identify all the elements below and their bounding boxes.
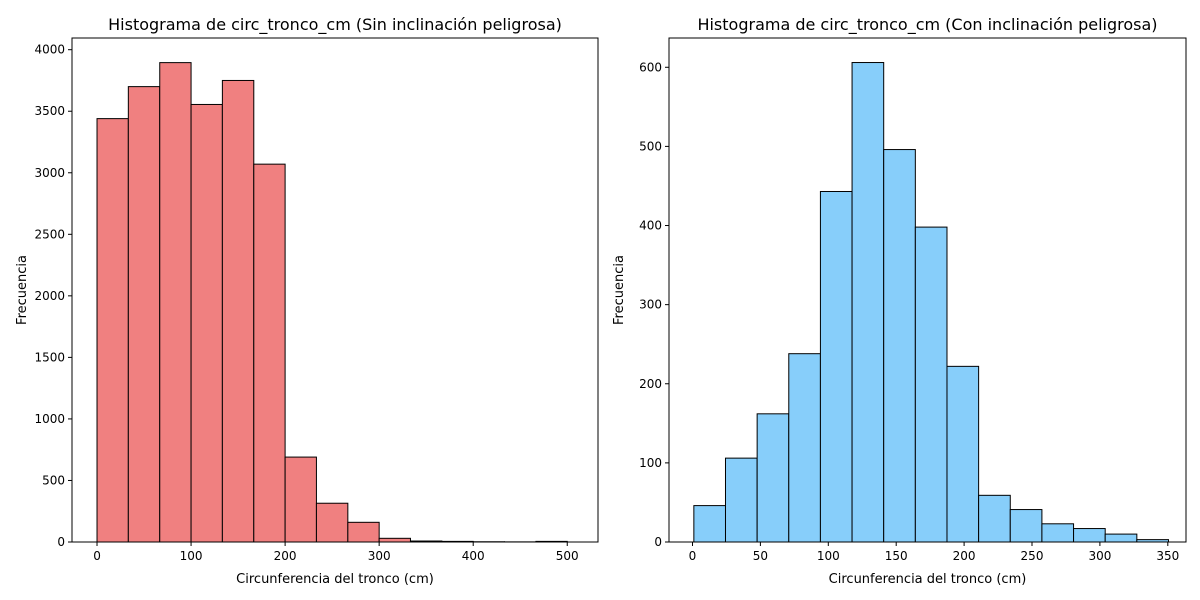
x-tick-label: 250 [1021, 549, 1044, 563]
histogram-bar [1009, 509, 1043, 543]
y-tick-label: 0 [654, 535, 662, 549]
y-tick-label: 0 [57, 535, 65, 549]
x-axis-label: Circunferencia del tronco (cm) [829, 572, 1027, 587]
histogram-bar [883, 149, 916, 543]
histogram-bar [946, 365, 980, 543]
histogram-bar [127, 86, 161, 543]
y-tick-label: 500 [639, 139, 662, 153]
y-tick-label: 1500 [34, 350, 65, 364]
x-tick-label: 50 [753, 549, 768, 563]
histogram-bar [347, 521, 380, 543]
x-tick-label: 0 [93, 549, 101, 563]
x-tick-label: 300 [1088, 549, 1111, 563]
x-axis-label: Circunferencia del tronco (cm) [236, 572, 434, 587]
x-tick-label: 400 [462, 549, 485, 563]
histogram-bar [978, 494, 1011, 543]
x-tick-label: 200 [953, 549, 976, 563]
histogram-bar [724, 457, 758, 543]
axes-frame [71, 37, 599, 543]
x-tick-label: 100 [817, 549, 840, 563]
histogram-bar [1073, 528, 1106, 543]
y-tick-label: 100 [639, 456, 662, 470]
histogram-bar [284, 456, 317, 543]
histogram-right: 0 50 100 150 200 250 300 350 0 100 200 300 400 500 600… [612, 15, 1187, 587]
histogram-bar [315, 502, 349, 543]
histogram-bar [190, 103, 223, 543]
y-tick-label: 200 [639, 377, 662, 391]
histogram-bar [914, 226, 948, 543]
y-tick-label: 2000 [34, 289, 65, 303]
histogram-bar [378, 537, 411, 543]
x-tick-label: 300 [368, 549, 391, 563]
x-tick-label: 100 [180, 549, 203, 563]
y-tick-label: 3000 [34, 166, 65, 180]
chart-title: Histograma de circ_tronco_cm (Sin inclin… [108, 15, 562, 35]
histogram-bar [96, 118, 129, 543]
chart-title: Histograma de circ_tronco_cm (Con inclin… [697, 15, 1157, 35]
y-tick-label: 2500 [34, 227, 65, 241]
histogram-bar [221, 79, 255, 543]
y-tick-label: 600 [639, 60, 662, 74]
y-tick-label: 3500 [34, 104, 65, 118]
x-tick-label: 200 [274, 549, 297, 563]
y-tick-label: 1000 [34, 412, 65, 426]
histogram-bar [253, 163, 286, 543]
histogram-bar [1104, 533, 1138, 543]
histogram-bar [756, 413, 790, 543]
histogram-bar [1041, 523, 1075, 543]
x-tick-label: 350 [1156, 549, 1179, 563]
histogram-bar [788, 353, 821, 543]
histogram-bar [693, 505, 726, 543]
histogram-left: 0 100 200 300 400 500 0 500 1000 1500 2000 2500 3000… [15, 15, 599, 587]
y-axis-label: Frecuencia [612, 255, 627, 325]
y-tick-label: 500 [42, 473, 65, 487]
x-tick-label: 150 [885, 549, 908, 563]
y-tick-label: 400 [639, 219, 662, 233]
histogram-bar [819, 190, 853, 543]
x-tick-label: 0 [689, 549, 697, 563]
histogram-bar [851, 62, 885, 543]
histogram-bar [159, 62, 192, 543]
x-tick-label: 500 [556, 549, 579, 563]
axes-frame [668, 37, 1187, 543]
y-axis-label: Frecuencia [15, 255, 30, 325]
y-tick-label: 4000 [34, 43, 65, 57]
y-tick-label: 300 [639, 298, 662, 312]
